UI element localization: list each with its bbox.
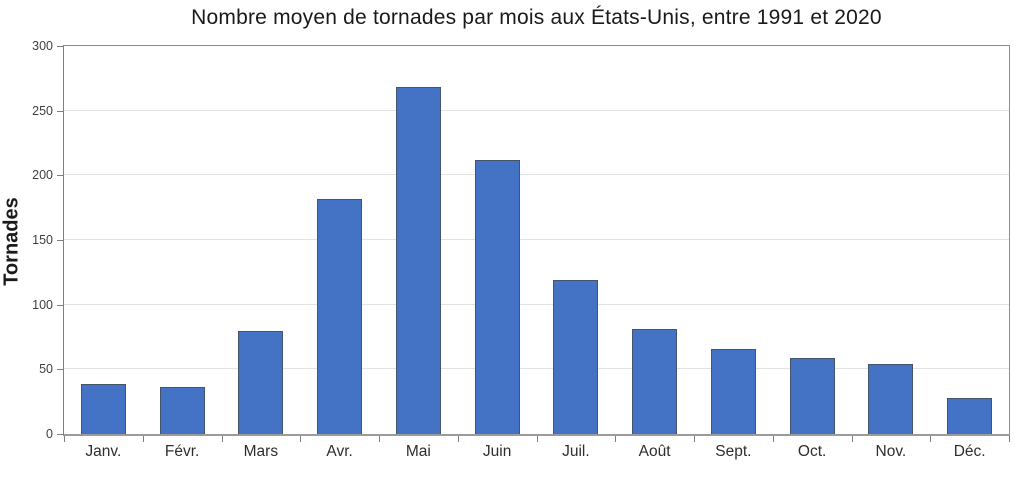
x-tick-11	[930, 436, 932, 442]
plot-area	[63, 45, 1010, 436]
bar-juin	[474, 159, 520, 434]
y-tick-0	[57, 434, 63, 435]
x-tick-label-sept: Sept.	[715, 443, 752, 460]
x-tick-6	[536, 436, 538, 442]
bar-nov	[868, 364, 914, 434]
y-tick-label-0: 0	[46, 427, 53, 441]
x-tick-label-avr: Avr.	[326, 443, 353, 460]
x-tick-label-juin: Juin	[482, 443, 512, 460]
x-tick-label-aot: Août	[638, 443, 671, 460]
y-tick-200	[57, 175, 63, 177]
bar-fvr	[159, 387, 205, 434]
gridline-150	[64, 239, 1009, 240]
x-tick-label-fvr: Févr.	[164, 443, 200, 460]
bar-dc	[947, 397, 993, 434]
gridline-250	[64, 109, 1009, 111]
x-tick-12	[1009, 436, 1010, 442]
x-tick-0	[64, 436, 65, 442]
y-tick-150	[57, 240, 63, 241]
y-tick-label-100: 100	[32, 297, 53, 312]
y-tick-label-150: 150	[32, 233, 53, 247]
y-tick-300	[57, 46, 63, 47]
chart-title: Nombre moyen de tornades par mois aux Ét…	[191, 6, 882, 29]
gridline-200	[64, 174, 1009, 176]
y-tick-label-50: 50	[39, 362, 53, 377]
x-tick-5	[457, 436, 459, 442]
bar-avr	[317, 198, 363, 434]
x-tick-label-juil: Juil.	[562, 443, 590, 460]
x-tick-label-nov: Nov.	[875, 443, 907, 460]
bar-janv	[80, 383, 126, 434]
x-tick-10	[851, 436, 853, 442]
bar-oct	[789, 357, 835, 434]
bar-juil	[553, 280, 599, 434]
x-tick-label-janv: Janv.	[85, 443, 122, 460]
x-tick-label-mai: Mai	[405, 443, 431, 460]
y-tick-250	[57, 110, 63, 112]
bar-mai	[395, 87, 441, 434]
x-tick-7	[615, 436, 617, 442]
bar-sept	[710, 348, 756, 434]
y-tick-100	[57, 304, 63, 306]
x-tick-8	[694, 436, 695, 442]
y-tick-label-200: 200	[32, 168, 53, 183]
x-tick-2	[221, 436, 223, 442]
y-tick-50	[57, 369, 63, 371]
gridline-100	[64, 303, 1009, 305]
x-tick-label-mars: Mars	[243, 443, 279, 460]
bar-aot	[632, 329, 678, 434]
x-tick-label-dc: Déc.	[953, 443, 986, 460]
y-tick-label-300: 300	[32, 39, 53, 53]
x-tick-label-oct: Oct.	[797, 443, 827, 460]
gridline-50	[64, 368, 1009, 370]
x-tick-4	[379, 436, 380, 442]
x-tick-3	[300, 436, 302, 442]
bar-mars	[238, 330, 284, 434]
x-tick-1	[142, 436, 144, 442]
x-tick-9	[772, 436, 774, 442]
y-tick-label-250: 250	[32, 103, 53, 118]
